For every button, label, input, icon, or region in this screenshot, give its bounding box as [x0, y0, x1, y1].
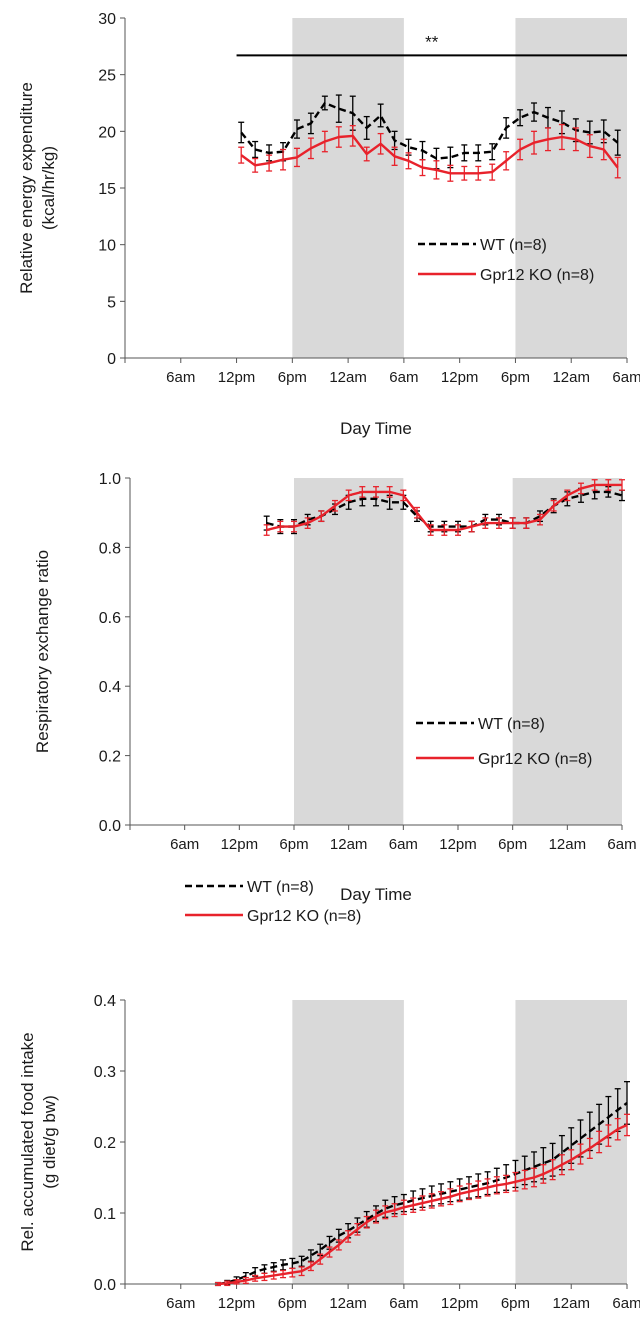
y-tick-label: 10 [98, 238, 116, 255]
x-tick-label: 12pm [441, 1295, 479, 1312]
dark-period-band [292, 18, 404, 358]
chart-panel-3: 0.0 0.1 0.2 0.3 0.4 6am 12pm 6pm 12am 6am 12pm 6pm 1… [18, 879, 640, 1312]
y-tick-label: 0.2 [94, 1135, 116, 1152]
legend-label: Gpr12 KO (n=8) [480, 267, 594, 284]
series-line [266, 483, 622, 532]
legend-label: Gpr12 KO (n=8) [247, 908, 361, 925]
y-tick-label: 0.4 [99, 679, 121, 696]
y-tick-label: 30 [98, 11, 116, 28]
y-tick-label: 5 [107, 294, 116, 311]
error-bar [377, 103, 384, 128]
x-tick-label: 6am [166, 1295, 195, 1312]
error-bar [293, 119, 300, 139]
error-bar [517, 109, 524, 127]
series-line [240, 101, 619, 160]
error-bar [335, 94, 342, 123]
legend-label: WT (n=8) [247, 879, 314, 896]
x-tick-label: 12pm [218, 369, 256, 386]
legend: WT (n=8) Gpr12 KO (n=8) [416, 716, 592, 768]
x-tick-label: 6am [389, 369, 418, 386]
x-tick-label: 12pm [218, 1295, 256, 1312]
x-tick-label: 12am [549, 836, 587, 853]
x-tick-label: 6pm [278, 1295, 307, 1312]
x-axis-label: Day Time [340, 885, 412, 904]
y-axis-label: Rel. accumulated food intake [18, 1032, 37, 1251]
x-tick-label: 6pm [501, 369, 530, 386]
y-tick-label: 25 [98, 68, 116, 85]
legend: WT (n=8) Gpr12 KO (n=8) [418, 237, 594, 284]
y-tick-label: 0.8 [99, 540, 121, 557]
y-tick-label: 0 [107, 351, 116, 368]
y-tick-label: 0.0 [99, 818, 121, 835]
y-tick-label: 0.4 [94, 993, 116, 1010]
x-tick-label: 6am [607, 836, 636, 853]
x-tick-label: 6am [612, 369, 640, 386]
x-axis-label: Day Time [340, 419, 412, 438]
y-tick-label: 0.3 [94, 1064, 116, 1081]
x-tick-label: 12pm [439, 836, 477, 853]
x-tick-label: 6pm [279, 836, 308, 853]
x-tick-label: 6am [612, 1295, 640, 1312]
significance-label: ** [425, 32, 439, 51]
x-tick-label: 12am [329, 1295, 367, 1312]
y-tick-label: 15 [98, 181, 116, 198]
error-bar [238, 121, 245, 144]
y-tick-label: 0.1 [94, 1206, 116, 1223]
series-line [240, 134, 619, 175]
y-axis-label: Respiratory exchange ratio [33, 550, 52, 753]
series-ko [263, 479, 625, 536]
dark-period-band [512, 478, 622, 825]
x-tick-label: 12am [330, 836, 368, 853]
chart-panel-1: 0 5 10 15 20 25 30 6am 12pm 6pm 12am 6am 12pm 6pm 12am… [17, 11, 640, 438]
y-axis-label: Relative energy expenditure [17, 82, 36, 294]
x-tick-label: 6pm [278, 369, 307, 386]
legend-label: WT (n=8) [480, 237, 547, 254]
x-tick-label: 12am [552, 1295, 590, 1312]
x-tick-label: 6am [389, 1295, 418, 1312]
x-tick-label: 6pm [501, 1295, 530, 1312]
error-bar [298, 1255, 305, 1267]
x-tick-label: 12pm [221, 836, 259, 853]
legend: WT (n=8) Gpr12 KO (n=8) [185, 879, 361, 925]
x-tick-label: 12am [329, 369, 367, 386]
series-line [217, 1123, 628, 1286]
error-bar [307, 1249, 314, 1262]
dark-period-band [515, 18, 627, 358]
x-tick-label: 6pm [498, 836, 527, 853]
y-tick-label: 0.2 [99, 749, 121, 766]
x-tick-label: 12pm [441, 369, 479, 386]
x-tick-label: 6am [389, 836, 418, 853]
dark-period-band [294, 478, 404, 825]
error-bar [263, 524, 270, 536]
y-tick-label: 20 [98, 124, 116, 141]
y-tick-label: 0.6 [99, 610, 121, 627]
y-tick-label: 0.0 [94, 1277, 116, 1294]
y-axis-label: (g diet/g bw) [40, 1095, 59, 1189]
series-ko [214, 1113, 630, 1287]
chart-panel-2: 0.0 0.2 0.4 0.6 0.8 1.0 6am 12pm 6pm 12am 6am 12pm 6… [33, 471, 637, 904]
legend-label: WT (n=8) [478, 716, 545, 733]
error-bar [252, 140, 259, 159]
error-bar [489, 143, 496, 161]
error-bar [624, 1113, 630, 1137]
series-ko [238, 123, 621, 182]
error-bar [614, 156, 621, 179]
legend-label: Gpr12 KO (n=8) [478, 751, 592, 768]
x-tick-label: 6am [170, 836, 199, 853]
x-tick-label: 6am [166, 369, 195, 386]
y-axis-label: (kcal/hr/kg) [39, 146, 58, 230]
x-tick-label: 12am [552, 369, 590, 386]
y-tick-label: 1.0 [99, 471, 121, 488]
